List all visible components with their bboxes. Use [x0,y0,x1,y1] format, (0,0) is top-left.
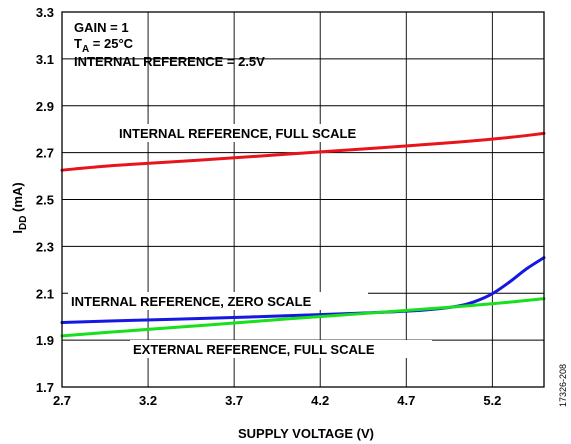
condition-reference: INTERNAL REFERENCE = 2.5V [74,54,265,69]
condition-gain: GAIN = 1 [74,20,129,35]
label-bg-ext-full [130,340,432,358]
y-tick-label: 2.3 [36,239,54,254]
series-line-external-full-scale [60,297,546,338]
y-tick-label: 3.3 [36,5,54,20]
x-tick-label: 4.2 [311,393,329,408]
y-tick-label: 2.9 [36,99,54,114]
series-label-internal-zero-scale: INTERNAL REFERENCE, ZERO SCALE [71,294,312,309]
series-label-internal-full-scale: INTERNAL REFERENCE, FULL SCALE [119,126,356,141]
y-axis-title: IDD (mA) [10,182,29,233]
label-bg-int-full [116,124,356,142]
condition-temperature: TA = 25°C [74,36,134,55]
series-label-external-full-scale: EXTERNAL REFERENCE, FULL SCALE [133,342,375,357]
x-tick-label: 3.2 [139,393,157,408]
label-bg-int-zero [68,292,368,310]
y-tick-label: 3.1 [36,52,54,67]
series-layer [60,131,546,338]
x-tick-label: 3.7 [225,393,243,408]
y-tick-label: 2.5 [36,193,54,208]
ticks-layer: 2.7 3.2 3.7 4.2 4.7 5.2 1.7 1.9 2.1 2.3 2.5 2.7 2.9 3… [36,5,501,408]
x-tick-label: 2.7 [53,393,71,408]
y-tick-label: 2.1 [36,286,54,301]
figure-id: 17326-208 [558,364,568,407]
x-axis-title: SUPPLY VOLTAGE (V) [238,426,374,441]
y-tick-label: 1.9 [36,333,54,348]
plot-frame [61,11,545,388]
x-tick-label: 5.2 [483,393,501,408]
y-tick-label: 1.7 [36,380,54,395]
y-tick-label: 2.7 [36,146,54,161]
x-tick-label: 4.7 [397,393,415,408]
series-line-internal-full-scale [60,131,546,172]
